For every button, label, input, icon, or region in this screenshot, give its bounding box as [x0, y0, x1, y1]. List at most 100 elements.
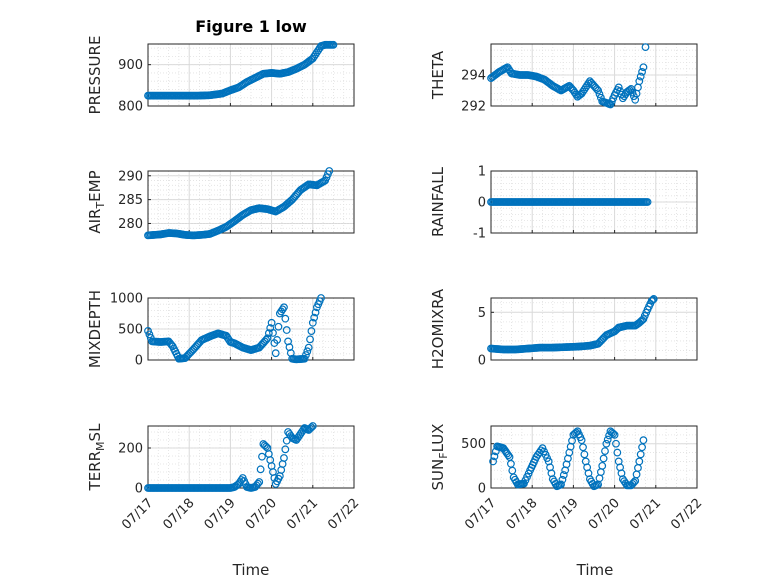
data-point [609, 429, 618, 438]
data-point [638, 443, 646, 452]
data-point [577, 436, 586, 445]
y-axis-label: SUNFLUX [429, 424, 450, 491]
data-point [271, 349, 280, 358]
x-tick-label: 07/20 [243, 496, 280, 533]
data-point [558, 475, 567, 484]
axes-box [147, 170, 355, 234]
x-tick-label: 07/21 [627, 496, 664, 533]
x-axis-label-left: Time [232, 561, 270, 579]
data-point [638, 67, 646, 76]
x-tick-label: 07/17 [462, 496, 499, 533]
data-point [267, 318, 276, 327]
y-tick-label: 500 [118, 323, 143, 338]
y-tick-label: 900 [118, 58, 143, 73]
data-markers [487, 198, 652, 206]
subplot-8: 0 500 07/17 07/18 07/19 07/20 07/21 07/22 SUNFLU… [429, 424, 705, 533]
x-axis-label-right: Time [576, 561, 614, 579]
data-point [144, 326, 152, 335]
data-point [307, 423, 316, 432]
data-point [612, 439, 620, 448]
data-point [635, 77, 644, 86]
y-axis-label: H2OMIXRA [429, 288, 447, 369]
data-point [258, 452, 266, 461]
data-point [311, 308, 320, 317]
data-point [504, 451, 513, 460]
data-point [278, 305, 287, 314]
y-axis-label: RAINFALL [429, 166, 447, 237]
data-point [635, 457, 644, 466]
data-point [256, 465, 265, 474]
data-markers [144, 294, 325, 364]
y-tick-label: 0 [135, 482, 143, 497]
subplot-2: 292 294 THETA [429, 43, 698, 115]
data-point [280, 454, 288, 462]
data-point [580, 450, 589, 459]
data-point [559, 471, 568, 479]
data-point [594, 86, 603, 95]
y-tick-label: 285 [118, 193, 143, 208]
y-axis-label: TERRMSL [86, 423, 107, 492]
data-point [310, 313, 319, 322]
data-point [263, 334, 272, 343]
subplot-1: 800 900 PRESSURE [86, 36, 355, 115]
data-point [300, 354, 309, 363]
x-tick-label: 07/17 [119, 496, 156, 533]
x-tick-label: 07/19 [202, 496, 239, 533]
y-tick-label: 280 [118, 217, 143, 232]
data-point [273, 336, 281, 344]
data-point [317, 294, 325, 302]
data-point [603, 435, 612, 444]
y-tick-label: 800 [118, 100, 143, 115]
data-point [636, 72, 645, 81]
data-point [145, 330, 154, 339]
data-point [579, 443, 587, 452]
data-point [636, 450, 645, 459]
data-point [639, 63, 648, 72]
axes-box [147, 43, 355, 107]
y-tick-label: 0 [478, 482, 486, 497]
data-point [304, 343, 313, 352]
data-markers [487, 295, 658, 354]
y-tick-label: 500 [461, 437, 486, 452]
y-tick-label: 1 [478, 165, 486, 180]
x-tick-label: 07/21 [284, 496, 321, 533]
data-point [557, 480, 565, 489]
y-tick-label: 290 [118, 169, 143, 184]
data-point [253, 479, 262, 488]
data-point [269, 329, 277, 337]
data-point [490, 452, 499, 461]
y-tick-label: 294 [461, 69, 486, 84]
subplot-grid: 800 900 PRESSURE 292 294 THETA 280 285 290 AIRTEM… [86, 36, 705, 533]
data-point [264, 329, 273, 338]
y-tick-label: 0 [135, 354, 143, 369]
y-tick-label: -1 [473, 227, 486, 242]
data-point [648, 296, 657, 304]
y-axis-label: MIXDEPTH [86, 290, 104, 368]
data-markers [487, 43, 650, 109]
data-point [329, 40, 338, 49]
data-markers [489, 427, 648, 491]
y-axis-label: AIRTEMP [86, 170, 107, 233]
data-point [281, 314, 290, 323]
data-point [308, 318, 317, 327]
y-tick-label: 0 [478, 196, 486, 211]
subplot-7: 0 200 07/17 07/18 07/19 07/20 07/21 07/22 TERRMS… [86, 422, 362, 533]
axes-box [490, 297, 698, 361]
data-point [601, 447, 609, 455]
data-point [599, 454, 608, 463]
data-point [303, 347, 312, 356]
data-point [302, 351, 310, 359]
data-point [489, 457, 497, 466]
data-point [649, 295, 658, 303]
x-tick-label: 07/18 [503, 496, 540, 533]
data-point [280, 303, 288, 312]
x-tick-label: 07/19 [545, 496, 582, 533]
data-markers [144, 422, 317, 492]
data-point [613, 448, 622, 457]
data-point [602, 439, 611, 448]
y-tick-label: 200 [118, 442, 143, 457]
data-point [639, 436, 648, 445]
x-tick-label: 07/18 [160, 496, 197, 533]
y-axis-label: THETA [429, 50, 447, 100]
